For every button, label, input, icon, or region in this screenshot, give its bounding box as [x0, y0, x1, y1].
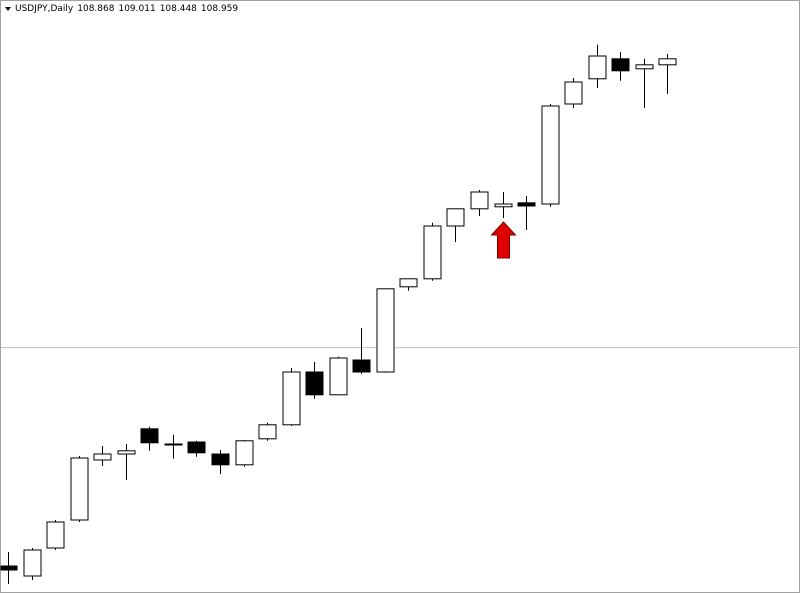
symbol-timeframe-label: USDJPY,Daily: [15, 4, 74, 14]
candle-body-bearish: [305, 371, 324, 396]
candle-body-bearish: [352, 359, 371, 373]
up-arrow-icon: [490, 221, 517, 259]
ohlc-high-value: 109.011: [118, 4, 156, 14]
candle-body-bullish: [164, 443, 183, 446]
candle-body-bearish: [611, 58, 630, 72]
candle-body-bullish: [282, 371, 301, 426]
candle-body-bullish: [235, 440, 254, 466]
chart-header: USDJPY,Daily 108.868 109.011 108.448 108.959: [5, 4, 242, 15]
ohlc-open-value: 108.868: [77, 4, 115, 14]
candle-body-bullish: [117, 450, 136, 455]
candle-body-bullish: [329, 357, 348, 396]
candle-body-bullish: [399, 278, 418, 288]
ohlc-close-value: 108.959: [200, 4, 239, 14]
candle-body-bullish: [470, 191, 489, 210]
candle-body-bullish: [423, 225, 442, 280]
candle-body-bearish: [517, 202, 536, 207]
candle-body-bullish: [494, 203, 513, 208]
candle-body-bearish: [140, 428, 159, 444]
candle-body-bullish: [46, 521, 65, 549]
candle-body-bullish: [23, 549, 42, 577]
candle-body-bullish: [588, 55, 607, 80]
chart-menu-caret-icon[interactable]: [5, 7, 11, 11]
candle-body-bearish: [187, 441, 206, 454]
candle-body-bullish: [258, 424, 277, 440]
candle-body-bullish: [564, 81, 583, 105]
candle-body-bullish: [93, 453, 112, 461]
candle-body-bullish: [635, 64, 654, 70]
candle-body-bullish: [70, 457, 89, 521]
ohlc-low-value: 108.448: [159, 4, 197, 14]
candle-body-bearish: [0, 565, 18, 571]
candle-body-bullish: [376, 288, 395, 373]
candle-body-bullish: [446, 208, 465, 227]
candle-body-bullish: [658, 58, 677, 66]
candle-body-bullish: [541, 105, 560, 205]
candle-body-bearish: [211, 453, 230, 466]
